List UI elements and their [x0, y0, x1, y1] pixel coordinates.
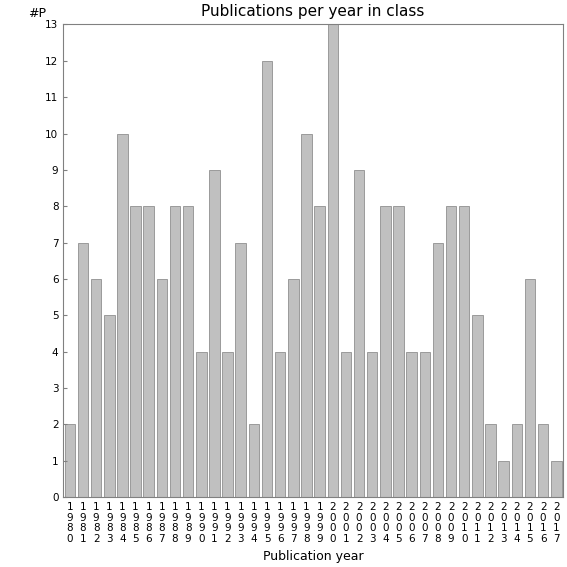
Bar	[538, 424, 548, 497]
Bar	[446, 206, 456, 497]
Bar	[130, 206, 141, 497]
Bar	[222, 352, 233, 497]
Bar	[196, 352, 206, 497]
Bar	[367, 352, 378, 497]
Bar	[301, 134, 312, 497]
Bar	[288, 279, 299, 497]
Bar	[433, 243, 443, 497]
Bar	[341, 352, 351, 497]
Bar	[275, 352, 285, 497]
Bar	[143, 206, 154, 497]
Bar	[524, 279, 535, 497]
Bar	[91, 279, 101, 497]
Bar	[209, 170, 220, 497]
Bar	[485, 424, 496, 497]
Title: Publications per year in class: Publications per year in class	[201, 4, 425, 19]
Bar	[380, 206, 391, 497]
Bar	[459, 206, 469, 497]
Bar	[183, 206, 193, 497]
Bar	[420, 352, 430, 497]
Bar	[354, 170, 365, 497]
Bar	[472, 315, 483, 497]
Bar	[65, 424, 75, 497]
Bar	[498, 460, 509, 497]
Bar	[117, 134, 128, 497]
Bar	[551, 460, 561, 497]
Bar	[511, 424, 522, 497]
Bar	[78, 243, 88, 497]
Bar	[235, 243, 246, 497]
Text: #P: #P	[28, 7, 46, 20]
Bar	[393, 206, 404, 497]
X-axis label: Publication year: Publication year	[263, 550, 363, 563]
Bar	[314, 206, 325, 497]
Bar	[104, 315, 115, 497]
Bar	[328, 24, 338, 497]
Bar	[262, 61, 272, 497]
Bar	[170, 206, 180, 497]
Bar	[156, 279, 167, 497]
Bar	[407, 352, 417, 497]
Bar	[249, 424, 259, 497]
